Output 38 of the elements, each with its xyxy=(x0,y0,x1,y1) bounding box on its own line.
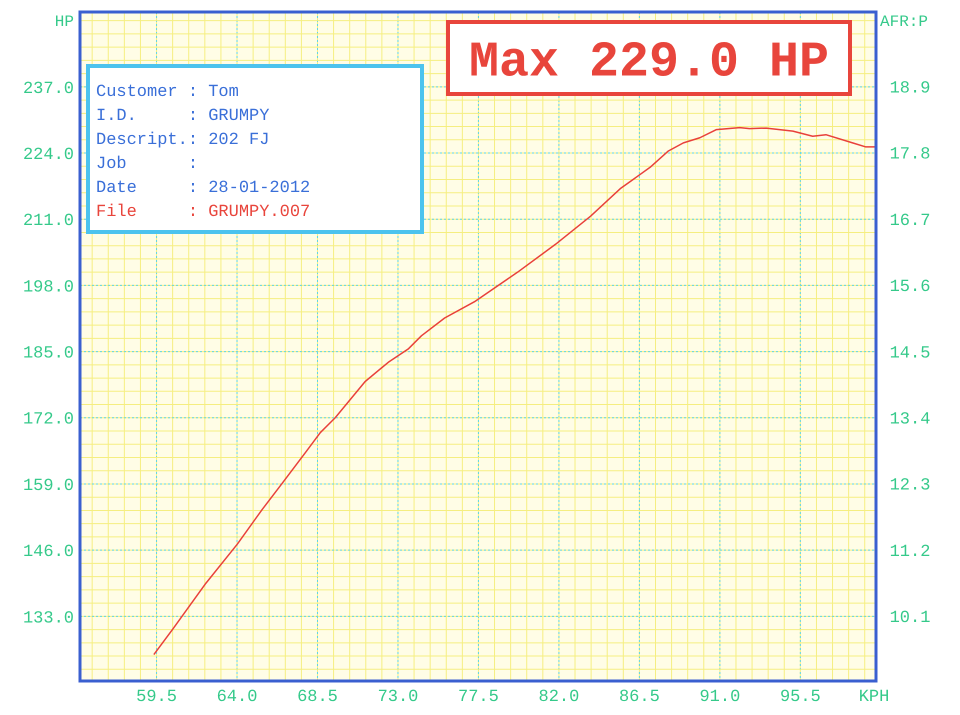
y2-tick-label: 18.9 xyxy=(890,80,930,99)
y-tick-label: 146.0 xyxy=(22,543,74,562)
x-tick-label: 91.0 xyxy=(699,688,740,707)
y2-tick-label: 16.7 xyxy=(890,212,930,231)
y-tick-label: 185.0 xyxy=(22,344,74,364)
y-tick-label: 172.0 xyxy=(22,410,74,430)
y2-tick-label: 15.6 xyxy=(890,278,930,298)
x-tick-label: 73.0 xyxy=(378,688,418,707)
y-tick-label: 133.0 xyxy=(22,609,74,628)
y2-axis-title: AFR:P xyxy=(880,13,928,31)
x-tick-label: 64.0 xyxy=(216,688,258,707)
y2-tick-label: 13.4 xyxy=(890,410,930,430)
y2-tick-label: 10.1 xyxy=(890,608,930,628)
y-tick-label: 224.0 xyxy=(22,146,74,165)
annotation: I.D. : GRUMPY xyxy=(96,106,270,126)
x-tick-label: 59.5 xyxy=(136,688,177,707)
x-tick-label: 82.0 xyxy=(538,688,580,707)
y-tick-label: 237.0 xyxy=(22,80,74,99)
annotation: Descript.: 202 FJ xyxy=(96,130,270,150)
x-tick-label: 86.5 xyxy=(618,688,660,707)
annotation: Customer : Tom xyxy=(96,82,239,102)
y2-tick-label: 17.8 xyxy=(890,146,930,165)
y-tick-label: 159.0 xyxy=(22,476,74,496)
y2-tick-label: 12.3 xyxy=(890,476,930,496)
y-axis-title: HP xyxy=(54,13,74,31)
y2-tick-label: 14.5 xyxy=(890,344,930,364)
annotation: File : GRUMPY.007 xyxy=(96,202,310,222)
annotation: Max 229.0 HP xyxy=(468,34,830,92)
annotation: Job : xyxy=(96,154,198,174)
y2-tick-label: 11.2 xyxy=(890,542,930,562)
max-power-panel: Max 229.0 HP xyxy=(446,20,852,96)
x-tick-label: 95.5 xyxy=(780,688,821,707)
y-tick-label: 198.0 xyxy=(22,278,74,298)
x-tick-label: 77.5 xyxy=(458,688,499,707)
annotation: Date : 28-01-2012 xyxy=(96,178,310,198)
x-tick-label: 68.5 xyxy=(297,688,338,707)
y-tick-label: 211.0 xyxy=(22,212,74,232)
x-axis-title: KPH xyxy=(858,688,890,707)
